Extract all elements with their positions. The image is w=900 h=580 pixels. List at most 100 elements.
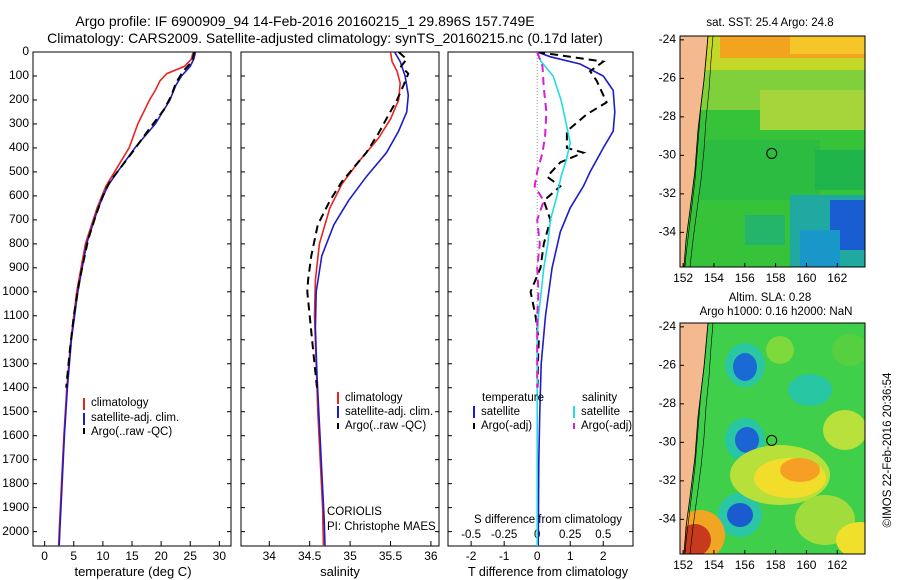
depth-tick-label: 600 (9, 188, 29, 202)
temperature-plot-frame (32, 51, 232, 547)
sla-map-frame (679, 322, 866, 555)
salinity-legend: climatology satellite-adj. clim. Argo(..… (337, 392, 433, 432)
x-tick-label: 34 (263, 549, 277, 563)
salinity-panel: 34 34.5 35 35.5 36 salinity climatology sate… (240, 51, 440, 579)
map-y-tick-label: -24 (659, 32, 677, 46)
salinity-x-label: salinity (320, 564, 360, 579)
legend-label-satellite: satellite-adj. clim. (345, 406, 433, 418)
legend-label-t-satellite: satellite (481, 406, 520, 418)
sla-map-panel: Altim. SLA: 0.28 Argo h1000: 0.16 h2000:… (659, 292, 866, 572)
map-x-tick-label: 156 (735, 271, 755, 285)
sst-map-frame (679, 35, 866, 268)
x-tick-label: -2 (466, 549, 477, 563)
depth-tick-label: 900 (9, 260, 29, 274)
map-y-tick-label: -28 (659, 396, 677, 410)
map-y-tick-label: -34 (659, 225, 677, 239)
map-y-tick-label: -26 (659, 358, 677, 372)
depth-tick-label: 0 (22, 44, 29, 58)
x-tick-label: 0 (534, 549, 541, 563)
depth-tick-label: 300 (9, 116, 29, 130)
series-line-t-argo-adj- (529, 52, 608, 388)
sst-map-panel: sat. SST: 25.4 Argo: 24.8 152 154 156 158 16… (659, 17, 866, 285)
depth-tick-label: 1300 (2, 356, 29, 370)
map-y-tick-label: -32 (659, 473, 677, 487)
depth-tick-label: 1100 (3, 308, 29, 322)
s-tick-label: -0.25 (491, 529, 517, 541)
legend-label-climatology: climatology (91, 397, 149, 409)
sst-map-axes: 152 154 156 158 160 162 -24 -26 -28 -30 -32 -34 (659, 32, 848, 285)
temperature-x-label: temperature (deg C) (74, 564, 191, 579)
depth-tick-label: 800 (9, 236, 29, 250)
x-tick-label: 5 (70, 549, 77, 563)
salinity-plot-frame (240, 51, 440, 547)
map-y-tick-label: -30 (659, 435, 677, 449)
legend-title-temperature: temperature (482, 392, 544, 404)
sla-map-field (680, 323, 865, 554)
sst-map-field (680, 36, 865, 267)
series-line-t-satellite (536, 52, 616, 546)
x-tick-label: 0 (41, 549, 48, 563)
depth-tick-label: 1500 (2, 404, 29, 418)
series-line-satellite-adj-clim- (314, 52, 410, 546)
map-y-tick-label: -32 (659, 186, 677, 200)
depth-tick-label: 700 (9, 212, 29, 226)
legend-label-s-argo: Argo(-adj) (581, 420, 632, 432)
temperature-x-axis: 0 5 10 15 20 25 30 (41, 541, 226, 563)
depth-tick-label: 1600 (2, 428, 29, 442)
temperature-lines (57, 52, 197, 546)
series-line-argo-raw-qc- (65, 52, 196, 388)
series-line-climatology (313, 52, 402, 546)
sla-map-title: Altim. SLA: 0.28 (729, 292, 811, 304)
map-x-tick-label: 158 (766, 558, 786, 572)
s-tick-label: 0.25 (559, 529, 581, 541)
map-y-tick-label: -34 (659, 512, 677, 526)
x-tick-label: 35 (343, 549, 357, 563)
series-line-s-argo-adj- (533, 52, 548, 388)
x-tick-label: 36 (424, 549, 438, 563)
depth-tick-label: 1700 (2, 452, 29, 466)
legend-label-s-satellite: satellite (581, 406, 620, 418)
legend-title-salinity: salinity (582, 392, 617, 404)
legend-label-climatology: climatology (345, 392, 403, 404)
map-x-tick-label: 156 (735, 558, 755, 572)
sla-map-axes: 152 154 156 158 160 162 -24 -26 -28 -30 -32 -34 (659, 319, 848, 572)
depth-tick-label: 2000 (2, 524, 29, 538)
depth-tick-label: 1800 (2, 476, 29, 490)
s-tick-label: 0.5 (595, 529, 611, 541)
x-tick-label: 20 (154, 549, 168, 563)
sla-map-subtitle: Argo h1000: 0.16 h2000: NaN (700, 306, 853, 318)
t-difference-label: T difference from climatology (468, 565, 629, 579)
pi-label: PI: Christophe MAES (327, 521, 436, 533)
sst-float-marker (766, 147, 778, 159)
map-x-tick-label: 162 (827, 558, 847, 572)
map-y-tick-label: -24 (659, 319, 677, 333)
map-x-tick-label: 154 (704, 271, 724, 285)
difference-depth-ticks (448, 51, 633, 533)
legend-label-argo: Argo(..raw -QC) (345, 420, 426, 432)
depth-tick-label: 400 (9, 140, 29, 154)
depth-axis: 0 100 200 300 400 500 600 700 800 900 1000 1100 1200… (2, 44, 231, 538)
x-tick-label: 1 (567, 549, 574, 563)
series-line-argo-raw-qc- (306, 52, 410, 388)
sst-map-title: sat. SST: 25.4 Argo: 24.8 (706, 17, 833, 29)
temperature-legend: climatology satellite-adj. clim. Argo(..… (83, 397, 179, 438)
depth-tick-label: 1000 (2, 284, 29, 298)
map-y-tick-label: -30 (659, 148, 677, 162)
map-x-tick-label: 154 (704, 558, 724, 572)
depth-tick-label: 100 (9, 68, 29, 82)
series-line-s-satellite (536, 52, 572, 546)
x-tick-label: -1 (499, 549, 510, 563)
x-tick-label: 10 (96, 549, 110, 563)
x-tick-label: 25 (184, 549, 198, 563)
map-y-tick-label: -26 (659, 71, 677, 85)
map-x-tick-label: 152 (673, 271, 693, 285)
salinity-depth-ticks (241, 51, 439, 533)
x-tick-label: 34.5 (298, 549, 322, 563)
depth-tick-label: 1900 (2, 500, 29, 514)
agency-label: CORIOLIS (327, 506, 382, 518)
depth-tick-label: 500 (9, 164, 29, 178)
sla-float-marker (766, 434, 778, 446)
imos-stamp: ©IMOS 22-Feb-2016 20:36:54 (882, 372, 894, 527)
temperature-panel: 0100200300400500600700800900100011001200… (2, 44, 232, 579)
